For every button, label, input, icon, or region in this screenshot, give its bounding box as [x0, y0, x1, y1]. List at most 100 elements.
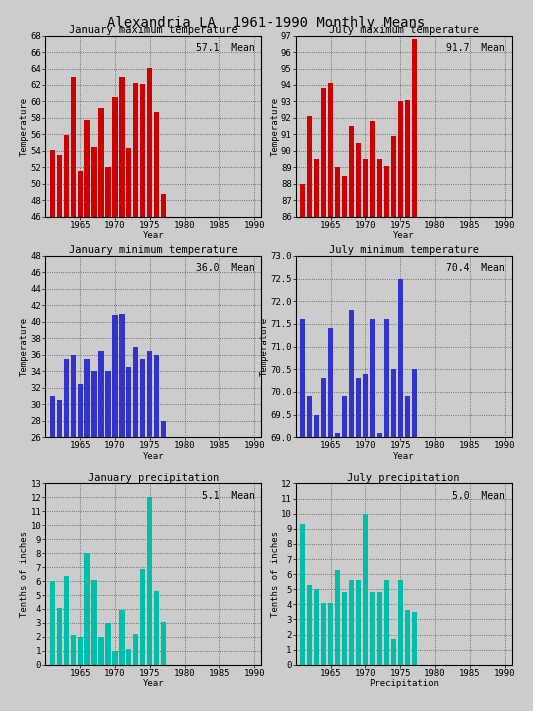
Bar	[328, 328, 333, 437]
Bar	[335, 433, 340, 437]
Bar	[363, 159, 368, 217]
Y-axis label: Tenths of inches: Tenths of inches	[271, 531, 279, 617]
Text: 91.7  Mean: 91.7 Mean	[447, 43, 505, 53]
Bar	[126, 367, 132, 437]
Bar	[112, 97, 118, 217]
Bar	[307, 584, 312, 665]
Bar	[363, 513, 368, 665]
Bar	[92, 371, 96, 437]
Bar	[50, 150, 55, 217]
Title: July precipitation: July precipitation	[348, 473, 460, 483]
Bar	[56, 400, 62, 437]
Bar	[307, 117, 312, 217]
Bar	[50, 396, 55, 437]
Bar	[106, 166, 110, 217]
Bar	[391, 369, 396, 437]
Text: 36.0  Mean: 36.0 Mean	[196, 263, 255, 273]
Bar	[391, 136, 396, 217]
Bar	[356, 378, 361, 437]
Bar	[50, 581, 55, 665]
Bar	[63, 575, 69, 665]
Bar	[70, 355, 76, 437]
Bar	[405, 100, 410, 217]
Bar	[342, 397, 347, 437]
Bar	[106, 623, 110, 665]
Bar	[126, 649, 132, 665]
Bar	[119, 77, 125, 217]
Bar	[99, 108, 103, 217]
Bar	[84, 359, 90, 437]
Bar	[99, 351, 103, 437]
Bar	[363, 374, 368, 437]
Bar	[112, 651, 118, 665]
Bar	[106, 371, 110, 437]
Bar	[161, 421, 166, 437]
Bar	[384, 580, 389, 665]
Bar	[133, 634, 139, 665]
Text: Alexandria LA  1961-1990 Monthly Means: Alexandria LA 1961-1990 Monthly Means	[107, 16, 426, 30]
Bar	[321, 88, 326, 217]
Bar	[70, 77, 76, 217]
Bar	[133, 82, 139, 217]
Bar	[147, 351, 152, 437]
X-axis label: Precipitation: Precipitation	[369, 679, 439, 688]
Y-axis label: Temperature: Temperature	[20, 317, 29, 376]
Bar	[342, 592, 347, 665]
Bar	[377, 159, 382, 217]
Bar	[370, 122, 375, 217]
Bar	[405, 397, 410, 437]
Bar	[314, 159, 319, 217]
Bar	[161, 194, 166, 217]
Bar	[411, 369, 417, 437]
Bar	[349, 310, 354, 437]
Bar	[335, 167, 340, 217]
Title: January maximum temperature: January maximum temperature	[69, 25, 238, 35]
Title: July maximum temperature: July maximum temperature	[329, 25, 479, 35]
X-axis label: Year: Year	[393, 231, 415, 240]
Bar	[321, 378, 326, 437]
Bar	[56, 608, 62, 665]
Bar	[411, 39, 417, 217]
Text: 5.1  Mean: 5.1 Mean	[202, 491, 255, 501]
Bar	[377, 592, 382, 665]
Bar	[391, 639, 396, 665]
Bar	[377, 433, 382, 437]
Title: July minimum temperature: July minimum temperature	[329, 245, 479, 255]
Bar	[161, 621, 166, 665]
Bar	[133, 346, 139, 437]
Bar	[119, 610, 125, 665]
Bar	[328, 603, 333, 665]
Bar	[370, 592, 375, 665]
Bar	[398, 580, 403, 665]
Bar	[356, 580, 361, 665]
Bar	[384, 166, 389, 217]
Bar	[140, 569, 146, 665]
Bar	[77, 171, 83, 217]
Bar	[119, 314, 125, 437]
Bar	[342, 176, 347, 217]
Bar	[398, 279, 403, 437]
Bar	[140, 84, 146, 217]
Bar	[300, 524, 305, 665]
Bar	[63, 359, 69, 437]
Bar	[77, 637, 83, 665]
Bar	[328, 83, 333, 217]
Bar	[154, 355, 159, 437]
Bar	[56, 155, 62, 217]
Bar	[140, 359, 146, 437]
Bar	[335, 570, 340, 665]
X-axis label: Year: Year	[142, 231, 164, 240]
Bar	[307, 397, 312, 437]
X-axis label: Year: Year	[142, 679, 164, 688]
Bar	[126, 148, 132, 217]
Bar	[349, 580, 354, 665]
X-axis label: Year: Year	[142, 451, 164, 461]
Bar	[349, 127, 354, 217]
X-axis label: Year: Year	[393, 451, 415, 461]
Bar	[321, 603, 326, 665]
Bar	[384, 319, 389, 437]
Bar	[84, 553, 90, 665]
Y-axis label: Tenths of inches: Tenths of inches	[20, 531, 29, 617]
Text: 5.0  Mean: 5.0 Mean	[453, 491, 505, 501]
Title: January minimum temperature: January minimum temperature	[69, 245, 238, 255]
